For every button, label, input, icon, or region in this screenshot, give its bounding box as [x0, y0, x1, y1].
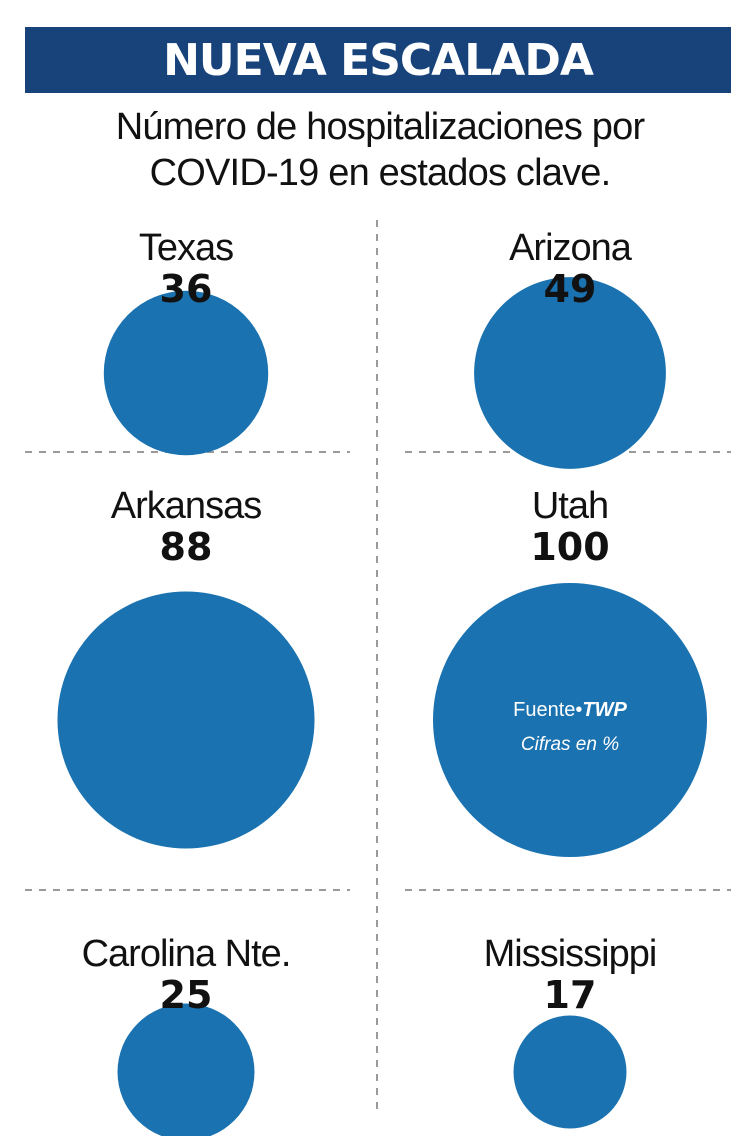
bubble-mark	[474, 277, 666, 469]
category-label: Arkansas	[111, 485, 261, 527]
bubble-mark	[513, 1015, 627, 1129]
category-label: Arizona	[509, 227, 633, 269]
value-label: 25	[160, 973, 213, 1017]
chart-title: NUEVA ESCALADA	[163, 34, 594, 86]
source-label: Fuente•TWP	[513, 699, 627, 721]
bubble-mark	[103, 290, 269, 456]
subtitle-line-1: Número de hospitalizaciones por	[115, 106, 645, 148]
value-label: 36	[160, 267, 213, 311]
chart-subtitle: Número de hospitalizaciones por COVID-19…	[0, 104, 750, 196]
value-label: 88	[160, 525, 213, 569]
value-label: 17	[544, 973, 597, 1017]
category-label: Carolina Nte.	[82, 933, 291, 975]
category-label: Utah	[532, 485, 608, 527]
source-note: Fuente•TWP Cifras en %	[513, 699, 627, 755]
bubble-mark	[433, 583, 707, 857]
source-name: TWP	[582, 699, 627, 721]
subtitle-line-2: COVID-19 en estados clave.	[149, 152, 612, 194]
value-label: 100	[530, 525, 609, 569]
category-label: Texas	[139, 227, 233, 269]
bubble-mark	[57, 591, 315, 849]
grid-dividers	[25, 220, 731, 1110]
chart-cell: Carolina Nte.25	[82, 933, 291, 1136]
source-prefix: Fuente•	[513, 699, 582, 721]
title-bar: NUEVA ESCALADA	[25, 27, 731, 93]
units-label: Cifras en %	[521, 734, 619, 755]
value-label: 49	[544, 267, 597, 311]
category-label: Mississippi	[484, 933, 657, 975]
bubble-mark	[117, 1003, 255, 1136]
